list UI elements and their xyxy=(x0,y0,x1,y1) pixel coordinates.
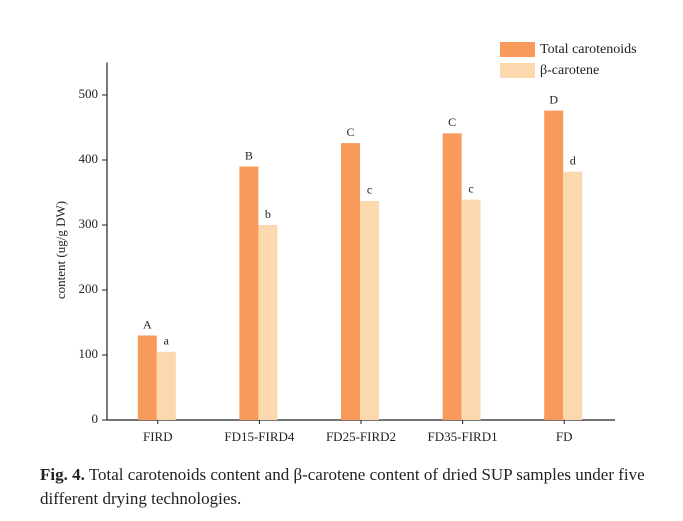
x-tick-label: FD35-FIRD1 xyxy=(428,429,498,444)
y-tick-label: 0 xyxy=(92,411,99,426)
bar xyxy=(239,166,259,420)
letter: D xyxy=(549,92,558,106)
bar xyxy=(341,143,360,420)
caption-text: Total carotenoids content and β-carotene… xyxy=(40,465,645,508)
y-tick-label: 100 xyxy=(79,346,99,361)
x-tick-label: FIRD xyxy=(143,429,173,444)
bar xyxy=(544,110,564,420)
x-tick-label: FD15-FIRD4 xyxy=(224,429,295,444)
letter: B xyxy=(245,148,253,162)
x-tick-label: FD xyxy=(556,429,573,444)
x-tick-label: FD25-FIRD2 xyxy=(326,429,396,444)
legend-label: β-carotene xyxy=(540,63,599,78)
letter: a xyxy=(164,334,170,348)
legend-swatch xyxy=(500,42,535,57)
caption: Fig. 4. Total carotenoids content and β-… xyxy=(40,463,670,511)
y-tick-label: 200 xyxy=(79,281,99,296)
bar xyxy=(156,351,176,420)
letter: c xyxy=(367,183,372,197)
legend-label: Total carotenoids xyxy=(540,42,637,57)
letter: d xyxy=(570,153,576,167)
letter: C xyxy=(346,125,354,139)
caption-label: Fig. 4. xyxy=(40,465,85,484)
bar xyxy=(258,225,278,420)
bar xyxy=(137,335,157,420)
y-tick-label: 400 xyxy=(79,151,99,166)
bar xyxy=(563,171,583,420)
y-tick-label: 300 xyxy=(79,216,99,231)
bar xyxy=(442,133,462,420)
letter: c xyxy=(468,181,473,195)
y-axis-label: content (ug/g DW) xyxy=(53,201,68,299)
bar xyxy=(360,200,379,420)
chart: content (ug/g DW) 0 100 200 300 400 500 FIRD Aa… xyxy=(53,42,637,444)
y-tick-label: 500 xyxy=(79,86,99,101)
letter: A xyxy=(143,317,152,331)
bar xyxy=(461,199,481,420)
letter: C xyxy=(448,115,456,129)
legend-swatch xyxy=(500,63,535,78)
letter: b xyxy=(265,207,271,221)
